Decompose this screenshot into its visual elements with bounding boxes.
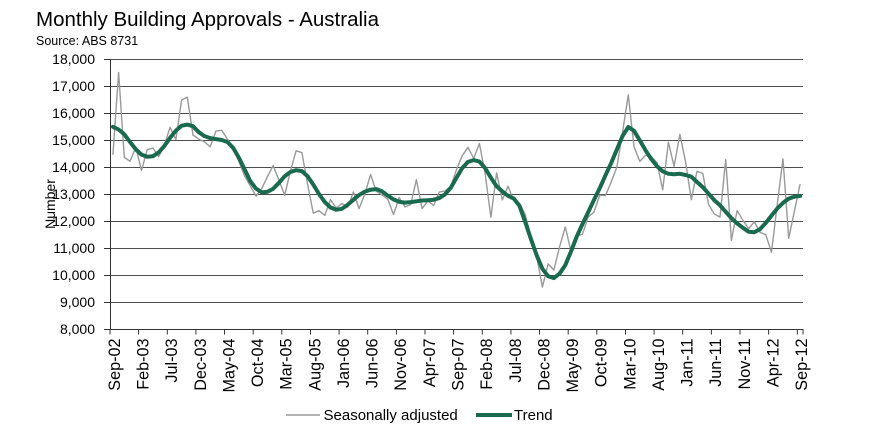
svg-text:Nov-06: Nov-06	[392, 339, 410, 391]
svg-text:Mar-10: Mar-10	[621, 339, 639, 390]
svg-text:Dec-03: Dec-03	[192, 339, 210, 391]
svg-text:Oct-04: Oct-04	[249, 339, 267, 388]
svg-text:Jul-08: Jul-08	[507, 339, 525, 383]
svg-text:8,000: 8,000	[60, 321, 95, 337]
svg-text:Apr-07: Apr-07	[421, 339, 439, 388]
svg-text:Aug-05: Aug-05	[306, 339, 324, 391]
svg-text:14,000: 14,000	[52, 159, 95, 175]
svg-text:Sep-12: Sep-12	[793, 339, 811, 391]
svg-text:11,000: 11,000	[53, 240, 95, 256]
svg-text:Nov-11: Nov-11	[736, 339, 754, 390]
svg-text:Mar-05: Mar-05	[278, 339, 296, 390]
svg-text:12,000: 12,000	[52, 213, 95, 229]
svg-text:Jun-11: Jun-11	[707, 339, 725, 387]
svg-text:Sep-02: Sep-02	[106, 339, 124, 391]
svg-text:Source: ABS 8731: Source: ABS 8731	[36, 34, 138, 48]
svg-text:Trend: Trend	[514, 407, 553, 424]
svg-text:9,000: 9,000	[60, 294, 95, 310]
svg-text:Dec-08: Dec-08	[535, 339, 553, 391]
svg-text:Jun-06: Jun-06	[364, 339, 382, 389]
svg-text:Feb-03: Feb-03	[135, 339, 153, 390]
svg-text:Number: Number	[42, 179, 58, 229]
svg-text:10,000: 10,000	[52, 267, 95, 283]
svg-text:17,000: 17,000	[52, 78, 95, 94]
svg-text:Jan-06: Jan-06	[335, 339, 353, 389]
svg-text:Jul-03: Jul-03	[163, 339, 181, 383]
svg-text:13,000: 13,000	[52, 186, 95, 202]
svg-text:16,000: 16,000	[52, 105, 95, 121]
svg-text:Feb-08: Feb-08	[478, 339, 496, 390]
svg-text:Monthly Building Approvals - A: Monthly Building Approvals - Australia	[36, 8, 380, 31]
svg-text:18,000: 18,000	[52, 51, 95, 67]
svg-text:15,000: 15,000	[52, 132, 95, 148]
svg-text:Sep-07: Sep-07	[450, 339, 468, 391]
svg-text:May-09: May-09	[564, 339, 582, 393]
svg-text:Aug-10: Aug-10	[650, 339, 668, 391]
svg-text:Seasonally adjusted: Seasonally adjusted	[324, 407, 458, 424]
svg-text:Apr-12: Apr-12	[765, 339, 783, 388]
svg-text:May-04: May-04	[220, 339, 238, 393]
svg-text:Jan-11: Jan-11	[679, 339, 697, 387]
svg-text:Oct-09: Oct-09	[593, 339, 611, 388]
